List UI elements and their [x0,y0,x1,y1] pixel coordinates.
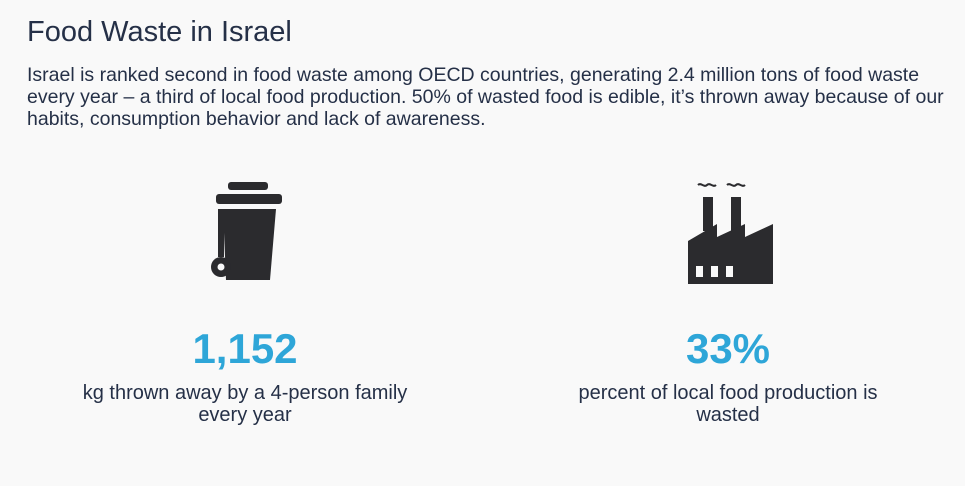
stat-card-production-wasted: 33% percent of local food production is … [538,182,918,426]
intro-paragraph: Israel is ranked second in food waste am… [27,64,944,130]
stat-caption-kg: kg thrown away by a 4-person family ever… [82,382,408,426]
trash-bin-icon [55,182,435,292]
stat-value-percent: 33% [685,325,771,372]
stat-caption-percent: percent of local food production is wast… [578,382,878,426]
stat-value-kg: 1,152 [192,325,298,372]
page-title: Food Waste in Israel [27,16,292,48]
factory-icon [538,182,918,292]
stat-card-waste-kg: 1,152 kg thrown away by a 4-person famil… [55,182,435,426]
